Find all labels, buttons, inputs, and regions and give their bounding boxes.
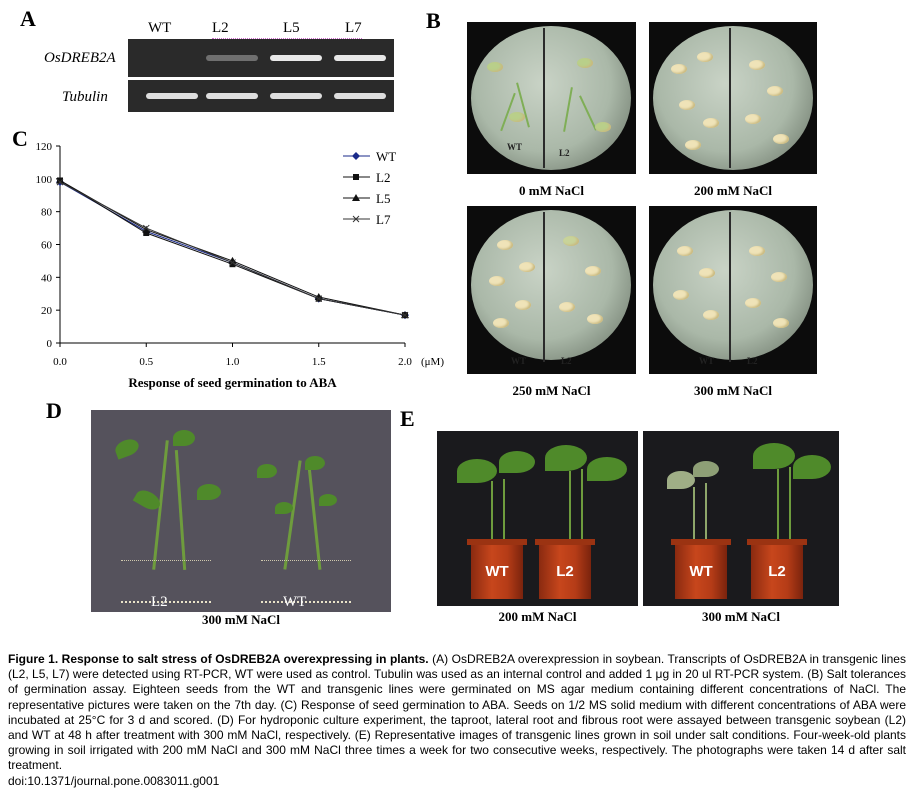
pot-label-wt-300: WT [689,563,713,580]
panel-c-letter: C [12,126,28,151]
dish-caption-0mm: 0 mM NaCl [519,183,584,198]
gel-band [206,55,258,61]
seedling-label-wt: WT [283,594,307,610]
gel-band [206,93,258,99]
soil-plants-photo-300mm: WT L2 [643,431,839,606]
dish-caption-300mm: 300 mM NaCl [694,383,772,398]
gel-band [270,93,322,99]
pot-label-wt-200: WT [485,563,509,580]
gel-band [270,55,322,61]
petri-dish-photo-200mm [649,22,817,174]
hydroponic-caption: 300 mM NaCl [202,612,280,627]
pot-label-l2-300: L2 [768,563,786,580]
germination-aba-line-chart: 0 20 40 60 80 100 120 0.0 0.5 1.0 1.5 2.0 (μM) Respon… [36,141,445,390]
gel-band [146,93,198,99]
hydroponic-seedlings-photo: L2 WT [91,410,391,612]
gel-tubulin [128,80,394,112]
figure-caption: Figure 1. Response to salt stress of OsD… [8,652,906,789]
data-point-l2 [229,261,236,268]
x-axis-title: Response of seed germination to ABA [128,375,337,390]
series-line-l7 [59,181,406,316]
y-tick-label: 80 [41,207,53,219]
y-tick-label: 100 [36,174,53,186]
legend-marker-l7 [352,215,360,223]
petri-dish-photo-300mm: WT L2 [649,206,817,374]
legend-label-l5: L5 [376,191,390,206]
data-point-l7 [401,311,409,319]
x-axis-unit: (μM) [421,356,444,368]
x-tick-label: 1.0 [226,356,240,368]
panel-d-letter: D [46,398,62,423]
soil-plants-photo-200mm: WT L2 [437,431,638,606]
petri-dish-photo-0mm: WT L2 [467,22,636,174]
dish-caption-200mm: 200 mM NaCl [694,183,772,198]
legend-label-l7: L7 [376,212,391,227]
panel-b-letter: B [426,8,441,33]
panel-a-letter: A [20,6,36,31]
legend-label-l2: L2 [376,170,390,185]
gel-osdreb2a [128,39,394,77]
y-tick-label: 20 [41,305,53,317]
data-point-l7 [56,178,64,186]
legend-label-wt: WT [376,149,396,164]
figure-caption-title: Figure 1. Response to salt stress of OsD… [8,652,429,666]
x-tick-label: 2.0 [398,356,412,368]
lane-label-l7: L7 [345,20,362,36]
lane-underline [212,38,362,39]
panel-e-letter: E [400,406,415,431]
figure-doi: doi:10.1371/journal.pone.0083011.g001 [8,773,220,788]
series-line-wt [59,181,406,316]
petri-dish-photo-250mm: WT L2 [467,206,636,374]
lane-label-l5: L5 [283,20,300,36]
figure-caption-body: (A) OsDREB2A overexpression in soybean. … [8,652,906,773]
soil-caption-300mm: 300 mM NaCl [702,609,780,624]
y-tick-label: 0 [47,338,53,350]
x-tick-label: 1.5 [312,356,326,368]
legend-marker-l2 [353,174,359,180]
data-point-l7 [315,295,323,303]
dish-caption-250mm: 250 mM NaCl [512,383,591,398]
y-tick-label: 40 [41,272,53,284]
x-tick-label: 0.5 [139,356,153,368]
legend-marker-l5 [352,194,360,201]
data-point-l2 [143,230,150,237]
lane-label-wt: WT [148,20,172,36]
gel-label-osdreb2a: OsDREB2A [44,50,116,66]
seedling-label-l2: L2 [151,594,168,610]
lane-label-l2: L2 [212,20,229,36]
data-point-l7 [142,224,150,232]
gel-band [334,55,386,61]
x-tick-label: 0.0 [53,356,67,368]
gel-label-tubulin: Tubulin [62,89,108,105]
soil-caption-200mm: 200 mM NaCl [498,609,577,624]
data-point-l5 [56,176,64,184]
pot-label-l2-200: L2 [556,563,574,580]
data-point-l7 [229,259,236,266]
y-tick-label: 60 [41,240,53,252]
legend-marker-wt [352,152,360,160]
data-point-l5 [142,225,151,233]
y-tick-label: 120 [36,141,53,153]
gel-band [334,93,386,99]
